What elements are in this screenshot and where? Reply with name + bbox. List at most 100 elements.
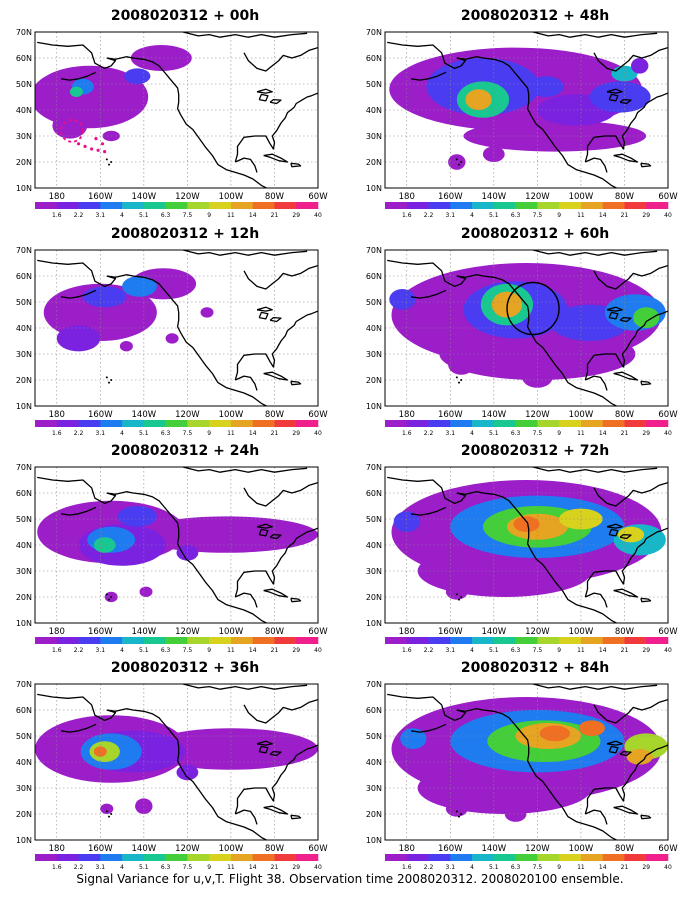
colorbar-label: 40 <box>314 647 322 654</box>
lat-label: 50N <box>366 80 382 89</box>
colorbar-label: 3.1 <box>96 864 106 871</box>
colorbar-label: 2.2 <box>424 647 434 654</box>
variance-map: 70N 60N 50N 40N 30N 20N 10N 180 160W 140W 120W 100W… <box>16 246 328 437</box>
colorbar-label: 21 <box>271 647 279 654</box>
lon-label: 80W <box>615 844 635 854</box>
colorbar-swatch <box>406 202 429 209</box>
colorbar-swatch <box>274 854 297 861</box>
coastline <box>387 693 467 722</box>
colorbar-label: 9 <box>557 212 561 219</box>
panel-24h: 2008020312 + 24h 70N 60N 50N 40N 30N 20N 10N 18… <box>0 443 340 668</box>
lon-label: 120W <box>175 192 200 202</box>
variance-map: 70N 60N 50N 40N 30N 20N 10N 180 160W 140W 120W 100W… <box>366 28 678 219</box>
variance-shade <box>626 749 653 765</box>
figure-caption: Signal Variance for u,v,T. Flight 38. Ob… <box>76 872 624 886</box>
lon-label: 140W <box>132 410 157 420</box>
variance-shade <box>589 81 651 113</box>
colorbar-swatch <box>559 202 582 209</box>
lon-label: 60W <box>308 844 328 854</box>
coastline <box>585 157 608 173</box>
variance-shade <box>135 516 318 553</box>
colorbar-label: 6.3 <box>511 212 521 219</box>
colorbar-label: 1.6 <box>52 430 62 437</box>
colorbar-swatch <box>450 202 473 209</box>
variance-shade <box>389 289 416 310</box>
lon-label: 140W <box>482 192 507 202</box>
coastline <box>532 684 658 690</box>
lon-label: 100W <box>569 627 594 637</box>
variance-shade <box>165 333 179 344</box>
colorbar-label: 40 <box>314 212 322 219</box>
colorbar-label: 40 <box>664 430 672 437</box>
lat-label: 70N <box>366 680 382 689</box>
colorbar-label: 7.5 <box>183 647 193 654</box>
coastline <box>235 157 258 173</box>
coastline <box>234 310 318 381</box>
lon-label: 160W <box>88 844 113 854</box>
coastline <box>234 744 318 815</box>
colorbar-swatch <box>143 637 166 644</box>
coastline <box>37 259 117 288</box>
variance-map: 70N 60N 50N 40N 30N 20N 10N 180 160W 140W 120W 100W… <box>16 28 328 219</box>
lon-label: 180 <box>49 410 65 420</box>
colorbar-swatch <box>78 202 101 209</box>
lon-label: 100W <box>569 844 594 854</box>
coastline <box>411 506 447 516</box>
colorbar-swatch <box>406 420 429 427</box>
lon-label: 180 <box>49 627 65 637</box>
lon-label: 60W <box>308 627 328 637</box>
colorbar-swatch <box>646 420 669 427</box>
colorbar-swatch <box>122 854 145 861</box>
variance-shade <box>200 307 214 318</box>
colorbar-label: 3.1 <box>446 212 456 219</box>
colorbar-label: 1.6 <box>52 647 62 654</box>
lat-label: 40N <box>366 541 382 550</box>
variance-shade <box>69 86 83 98</box>
colorbar-label: 29 <box>642 647 650 654</box>
panel-title: 2008020312 + 48h <box>460 8 610 24</box>
lon-label: 100W <box>219 627 244 637</box>
coastline <box>593 46 668 72</box>
lat-label: 10N <box>16 402 32 411</box>
colorbar-label: 21 <box>621 212 629 219</box>
lon-label: 100W <box>219 410 244 420</box>
coastline <box>387 41 467 70</box>
colorbar-label: 5.1 <box>139 864 149 871</box>
lat-label: 30N <box>366 132 382 141</box>
colorbar-swatch <box>252 854 275 861</box>
coastline <box>456 491 618 623</box>
colorbar-swatch <box>559 637 582 644</box>
colorbar-swatch <box>580 202 603 209</box>
variance-shade <box>93 537 116 553</box>
colorbar-label: 3.1 <box>96 647 106 654</box>
colorbar-swatch <box>230 637 253 644</box>
colorbar-swatch <box>143 420 166 427</box>
coastline <box>37 476 117 505</box>
variance-shade <box>445 584 468 600</box>
colorbar-swatch <box>493 637 516 644</box>
lat-label: 70N <box>366 28 382 37</box>
colorbar-swatch <box>187 202 210 209</box>
colorbar-swatch <box>493 202 516 209</box>
coastline <box>585 592 608 608</box>
colorbar-label: 1.6 <box>52 864 62 871</box>
lat-label: 70N <box>366 463 382 472</box>
coastline <box>235 375 258 391</box>
lat-label: 50N <box>366 732 382 741</box>
colorbar-label: 14 <box>599 647 607 654</box>
panel-12h: 2008020312 + 12h 70N 60N 50N 40N 30N 20N 10N 18… <box>0 226 340 451</box>
colorbar-label: 11 <box>227 430 235 437</box>
colorbar-swatch <box>165 202 188 209</box>
variance-shade <box>417 762 592 814</box>
colorbar-label: 40 <box>664 212 672 219</box>
colorbar-label: 7.5 <box>533 430 543 437</box>
colorbar-swatch <box>143 202 166 209</box>
colorbar-label: 5.1 <box>139 430 149 437</box>
coastline <box>593 698 668 724</box>
colorbar-swatch <box>559 854 582 861</box>
colorbar-swatch <box>624 854 647 861</box>
colorbar-swatch <box>428 637 451 644</box>
coastline <box>456 56 618 188</box>
colorbar-swatch <box>100 420 123 427</box>
colorbar-swatch <box>100 202 123 209</box>
